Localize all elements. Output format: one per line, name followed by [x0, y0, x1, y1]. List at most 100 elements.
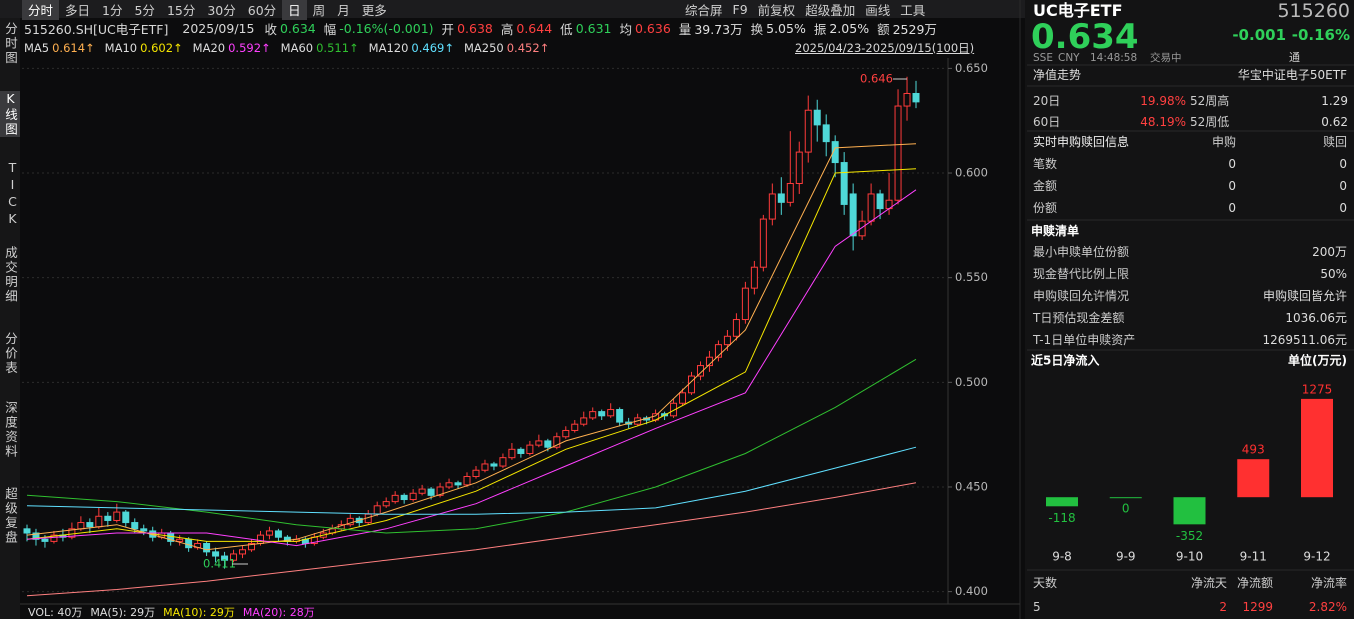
tool[interactable]: 工具 [900, 2, 926, 18]
ma-name: MA120 [368, 41, 409, 55]
low-annotation: 0.411 [203, 557, 236, 571]
tool[interactable]: F9 [732, 1, 748, 17]
flow-category: 9-12 [1303, 550, 1330, 564]
row-value: 1269511.06元 [1262, 333, 1347, 347]
quote-label: 开 [441, 22, 455, 37]
candle-body [436, 486, 444, 496]
ma-value: 0.592↑ [228, 41, 271, 55]
quote-label: 额 [877, 22, 890, 37]
meta: 交易中 [1150, 52, 1182, 64]
ma-value: 0.614↑ [52, 41, 95, 55]
summary-header: 净流额 [1236, 576, 1273, 590]
y-tick-label: 0.600 [955, 166, 988, 180]
flow-value: 493 [1242, 443, 1265, 457]
candle-body [840, 162, 848, 205]
volume-label: MA(5): 29万 [90, 605, 156, 619]
summary-value: 2.82% [1308, 600, 1347, 614]
volume-label: VOL: 40万 [28, 605, 83, 619]
candle-body [903, 92, 911, 107]
quote-label: 振 [813, 22, 827, 37]
candle-body [535, 440, 543, 446]
quote-value: 5.05% [766, 21, 806, 36]
tab[interactable]: 5分 [134, 2, 155, 18]
tool[interactable]: 前复权 [757, 2, 796, 18]
side-tab[interactable]: TICK [5, 160, 20, 228]
candle-body [104, 515, 112, 521]
candle-body [526, 444, 534, 454]
candle-body [813, 109, 821, 126]
candle-body [382, 501, 390, 507]
tools: 综合屏 F9 前复权 超级叠加 画线 工具 [680, 0, 930, 18]
candle-body [212, 551, 220, 557]
tab[interactable]: 1分 [102, 2, 123, 18]
candle-body [580, 417, 588, 425]
candle-body [418, 488, 426, 494]
col-header: 申购 [1211, 135, 1236, 149]
tool[interactable]: 画线 [865, 2, 891, 18]
tool[interactable]: 超级叠加 [805, 2, 856, 18]
flow-category: 9-11 [1240, 550, 1267, 564]
tab[interactable]: 分时 [22, 0, 60, 20]
tab[interactable]: 30分 [207, 2, 236, 18]
candle-body [517, 448, 525, 454]
candle-body [463, 476, 471, 486]
date-range: 2025/04/23-2025/09/15(100日) [795, 41, 975, 55]
quote-label: 收 [264, 22, 277, 37]
tab[interactable]: 周 [312, 2, 326, 18]
side-tab[interactable]: 成交明细 [3, 246, 18, 304]
ma-line [26, 168, 917, 542]
candle-body [247, 542, 255, 551]
candle-body [795, 151, 803, 184]
candle-body [445, 482, 453, 488]
volume-legend: VOL: 40万 MA(5): 29万 MA(10): 29万 MA(20): 28万 [28, 604, 323, 619]
tab[interactable]: 60分 [247, 2, 277, 18]
tab[interactable]: 月 [337, 2, 350, 18]
side-tab[interactable]: K线图 [0, 91, 20, 137]
side-tab[interactable]: 分时图 [3, 22, 18, 66]
candle-body [508, 448, 516, 459]
quote-value: 39.73万 [694, 22, 743, 37]
candle-body [553, 436, 561, 448]
ma-value: 0.469↑ [411, 41, 454, 55]
flow-value: -118 [1048, 511, 1075, 525]
row-label: 笔数 [1033, 157, 1058, 171]
tab[interactable]: 多日 [65, 2, 91, 18]
perf-label: 52周低 [1190, 115, 1230, 129]
candle-body [472, 469, 480, 478]
side-tab[interactable]: 深度资料 [3, 401, 18, 459]
flow-category: 9-10 [1176, 550, 1203, 564]
ma-name: MA10 [104, 41, 138, 55]
symbol: 515260.SH[UC电子ETF] [24, 22, 169, 37]
candle-body [409, 492, 417, 501]
candle-body [400, 494, 408, 501]
flow-category: 9-8 [1052, 550, 1072, 564]
flow-value: 0 [1122, 502, 1130, 516]
side-tab[interactable]: 超级复盘 [3, 487, 18, 545]
ma-name: MA5 [24, 41, 50, 55]
etf-name: UC电子ETF [1033, 1, 1123, 20]
quote-value: 0.644 [516, 21, 553, 36]
summary-header: 净流天 [1190, 576, 1227, 590]
tab[interactable]: 15分 [166, 2, 196, 18]
row-value: 0 [1228, 201, 1236, 215]
meta: 14:48:58 [1090, 52, 1138, 64]
candle-body [679, 392, 687, 404]
candle-body [140, 528, 148, 532]
meta: SSE [1033, 52, 1053, 64]
candle-body [427, 488, 435, 496]
candle-body [23, 528, 31, 534]
tab[interactable]: 日 [282, 0, 307, 20]
candle-body [759, 218, 767, 268]
candle-body [122, 511, 130, 524]
side-tab[interactable]: 分价表 [3, 332, 18, 376]
row-label: T日预估现金差额 [1033, 311, 1125, 325]
quote-value: -0.16%(-0.001) [339, 21, 434, 36]
flow-bar [1237, 459, 1270, 498]
tool[interactable]: 综合屏 [685, 2, 723, 18]
quote-label: 均 [619, 22, 632, 37]
tab[interactable]: 更多 [361, 2, 387, 18]
candle-body [32, 532, 40, 540]
candle-body [616, 409, 624, 423]
row-value: 0 [1228, 179, 1236, 193]
